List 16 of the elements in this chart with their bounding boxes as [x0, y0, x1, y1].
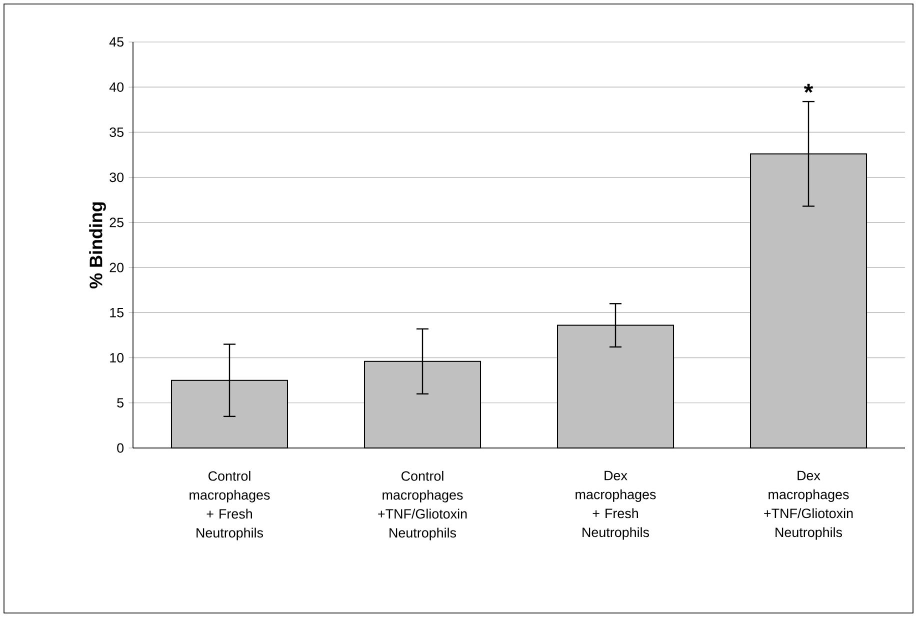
y-tick-label: 15 [110, 308, 124, 318]
x-tick-label: Dex macrophages + Fresh Neutrophils [576, 470, 656, 540]
x-tick-label: Control macrophages + Fresh Neutrophils [190, 470, 270, 540]
x-tick-label: Dex macrophages +TNF/Gliotoxin Neutrophils [764, 470, 853, 540]
y-tick-label: 25 [110, 218, 124, 228]
y-tick-label: 45 [109, 37, 124, 47]
y-tick-label: 0 [117, 443, 124, 453]
y-tick-label: 20 [110, 262, 124, 272]
y-tick-label: 10 [110, 353, 124, 363]
y-tick-label: 40 [109, 82, 124, 92]
y-tick-label: 35 [110, 127, 124, 137]
y-axis-title: % Binding [89, 202, 106, 288]
y-tick-label: 30 [110, 172, 124, 182]
x-tick-label: Control macrophages +TNF/Gliotoxin Neutrophils [378, 470, 467, 540]
y-tick-label: 5 [117, 398, 124, 408]
annotation: * [804, 84, 814, 93]
